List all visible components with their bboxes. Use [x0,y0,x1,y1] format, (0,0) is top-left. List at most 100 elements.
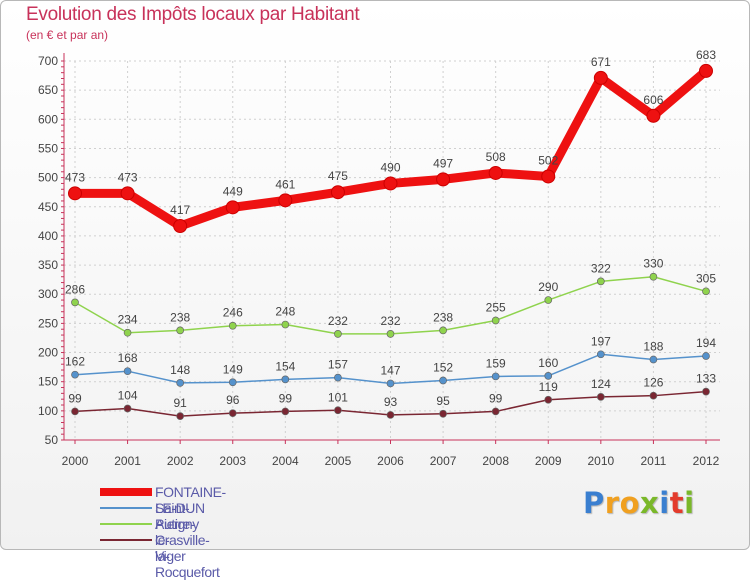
logo-letter: i [659,486,670,520]
series-autigny: 286 234 238 246 248 232 232 238 255 290 322 330 305 [65,257,716,338]
data-label: 101 [328,390,348,404]
data-point [386,379,395,388]
data-label: 473 [118,170,138,184]
data-label: 104 [118,389,138,403]
x-tick-label: 2004 [272,454,299,468]
data-label: 147 [380,363,400,377]
logo-letter: P [583,486,605,520]
data-label: 149 [223,362,243,376]
data-label: 152 [433,361,453,375]
data-point [491,407,500,416]
data-label: 238 [433,310,453,324]
data-label: 683 [696,48,716,62]
data-point [596,277,605,286]
legend-label: Autigny [155,516,199,532]
data-label: 497 [433,156,453,170]
y-tick-label: 450 [38,200,58,214]
data-label: 197 [591,334,611,348]
x-tick-label: 2011 [641,454,667,468]
data-point [541,169,556,184]
data-point [281,407,290,416]
data-point [71,407,79,416]
data-point [702,387,710,396]
x-tick-label: 2003 [219,454,246,468]
data-point [544,296,553,304]
data-point [439,376,447,385]
logo-letter: i [684,486,695,520]
data-point [225,200,240,215]
data-point [596,350,605,359]
data-point [649,272,658,281]
data-point [68,186,82,201]
data-label: 238 [170,310,190,324]
data-point [491,316,500,325]
data-point [334,373,342,382]
data-label: 96 [226,393,240,407]
data-point [436,172,451,187]
data-label: 246 [223,306,243,320]
x-tick-label: 2002 [167,454,194,468]
data-point [702,287,710,296]
data-label: 305 [696,271,716,285]
data-label: 490 [380,160,400,174]
x-tick-label: 2010 [587,454,614,468]
data-label: 124 [591,377,611,391]
chart-subtitle: (en € et par an) [26,28,109,42]
data-label: 194 [696,336,716,350]
data-label: 606 [643,93,663,107]
data-label: 99 [489,391,503,405]
data-point [491,372,500,381]
series-crasville-la-rocquefort: 99 104 91 96 99 101 93 95 99 119 124 126 133 [68,372,716,420]
data-point [278,193,293,208]
x-tick-label: 2012 [693,454,720,468]
data-label: 330 [643,257,663,271]
data-point [334,330,342,338]
legend-swatch [100,488,152,496]
data-label: 475 [328,169,348,183]
data-point [386,330,395,338]
data-label: 157 [328,358,348,372]
data-label: 417 [170,203,190,217]
data-point [120,186,135,201]
data-label: 449 [223,184,243,198]
y-tick-label: 700 [38,54,58,68]
y-tick-label: 200 [38,346,58,360]
y-tick-label: 350 [38,258,58,272]
data-point [488,165,503,180]
x-tick-label: 2001 [114,454,141,468]
data-label: 461 [275,177,295,191]
data-point [123,404,132,413]
data-point [173,219,188,234]
y-tick-label: 500 [38,171,58,185]
data-point [646,108,661,123]
data-label: 322 [591,261,611,275]
y-tick-label: 650 [38,83,58,97]
data-point [544,395,553,404]
x-tick-label: 2009 [535,454,562,468]
logo-letter: o [619,486,641,520]
data-point [330,185,345,200]
data-label: 154 [275,359,295,373]
data-point [176,326,185,335]
y-tick-label: 400 [38,229,58,243]
data-label: 248 [275,305,295,319]
data-point [228,409,237,418]
data-point [649,355,658,364]
data-point [593,70,608,85]
y-tick-label: 250 [38,316,58,330]
logo-letter: r [604,486,620,520]
legend-swatch [100,523,152,525]
data-label: 502 [538,153,558,167]
data-label: 159 [486,356,506,370]
data-point [71,298,79,307]
legend-swatch [100,507,152,509]
data-point [123,328,132,337]
data-point [281,320,290,329]
y-tick-label: 550 [38,141,58,155]
data-label: 126 [643,376,663,390]
data-label: 168 [118,351,138,365]
data-label: 99 [279,391,293,405]
data-label: 232 [328,314,348,328]
y-tick-label: 150 [38,375,58,389]
data-label: 160 [538,356,558,370]
